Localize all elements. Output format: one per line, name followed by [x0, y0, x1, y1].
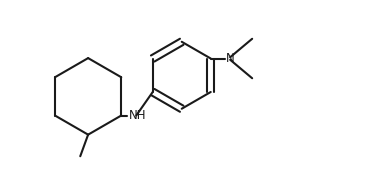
- Text: N: N: [226, 52, 235, 65]
- Text: NH: NH: [129, 109, 146, 122]
